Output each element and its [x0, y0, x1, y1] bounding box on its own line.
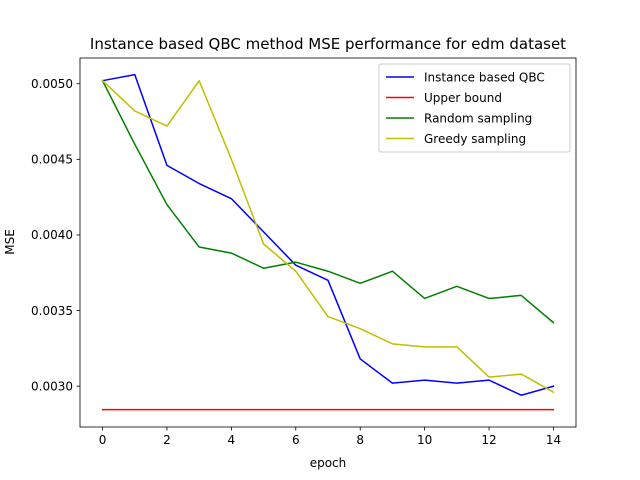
- x-tick-label: 4: [228, 433, 236, 447]
- series-line-random-sampling: [101, 79, 555, 324]
- plot-area: 0 2 4 6 8 10 12 14 0.0030 0.0035 0.0040 0.0045 0.005…: [31, 57, 577, 447]
- legend: Instance based QBC Upper bound Random samp…: [378, 63, 571, 153]
- x-tick-label: 10: [417, 433, 432, 447]
- legend-label: Random sampling: [424, 112, 532, 126]
- x-axis-label: epoch: [310, 456, 347, 470]
- y-tick-label: 0.0030: [31, 379, 73, 393]
- y-tick-label: 0.0035: [31, 304, 73, 318]
- series-line-instance-based-qbc: [101, 73, 555, 396]
- x-tick-label: 12: [481, 433, 496, 447]
- series-line-greedy-sampling: [101, 79, 555, 394]
- x-tick-label: 6: [292, 433, 300, 447]
- axes-frame: [79, 57, 577, 428]
- x-tick-label: 2: [163, 433, 171, 447]
- y-tick-label: 0.0045: [31, 153, 73, 167]
- x-tick-label: 0: [99, 433, 107, 447]
- x-tick-label: 14: [546, 433, 561, 447]
- y-tick-label: 0.0050: [31, 77, 73, 91]
- x-tick-label: 8: [356, 433, 364, 447]
- legend-box: [378, 63, 571, 153]
- legend-label: Upper bound: [424, 91, 502, 105]
- chart-title: Instance based QBC method MSE performanc…: [90, 35, 566, 53]
- y-tick-label: 0.0040: [31, 228, 73, 242]
- legend-label: Instance based QBC: [424, 71, 545, 85]
- y-axis-label: MSE: [3, 229, 17, 255]
- legend-label: Greedy sampling: [424, 132, 526, 146]
